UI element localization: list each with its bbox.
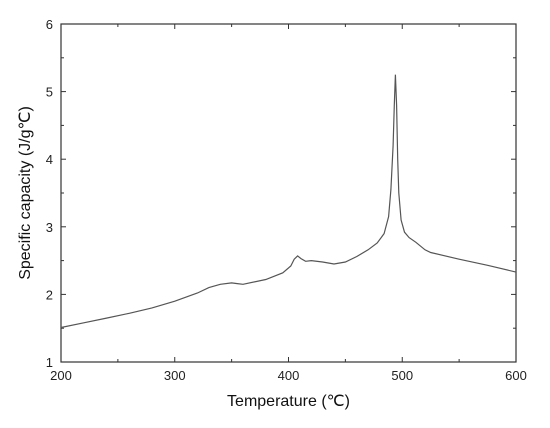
series-line [60,74,517,329]
x-tick-label: 400 [278,368,300,383]
y-tick-label: 3 [46,220,53,235]
y-tick-label: 6 [46,17,53,32]
x-tick-label: 200 [50,368,72,383]
x-tick-label: 500 [391,368,413,383]
y-tick-label: 4 [46,152,53,167]
y-axis: 1 2 3 4 5 6 [46,17,516,370]
x-axis-title: Temperature (℃) [227,393,350,410]
y-tick-label: 5 [46,85,53,100]
y-axis-title: Specific capacity (J/g℃) [17,106,34,280]
y-tick-label: 1 [46,355,53,370]
plot-frame [60,23,517,363]
x-tick-label: 600 [505,368,527,383]
x-axis: 200 300 400 500 600 [50,24,527,383]
y-tick-label: 2 [46,287,53,302]
x-tick-label: 300 [164,368,186,383]
